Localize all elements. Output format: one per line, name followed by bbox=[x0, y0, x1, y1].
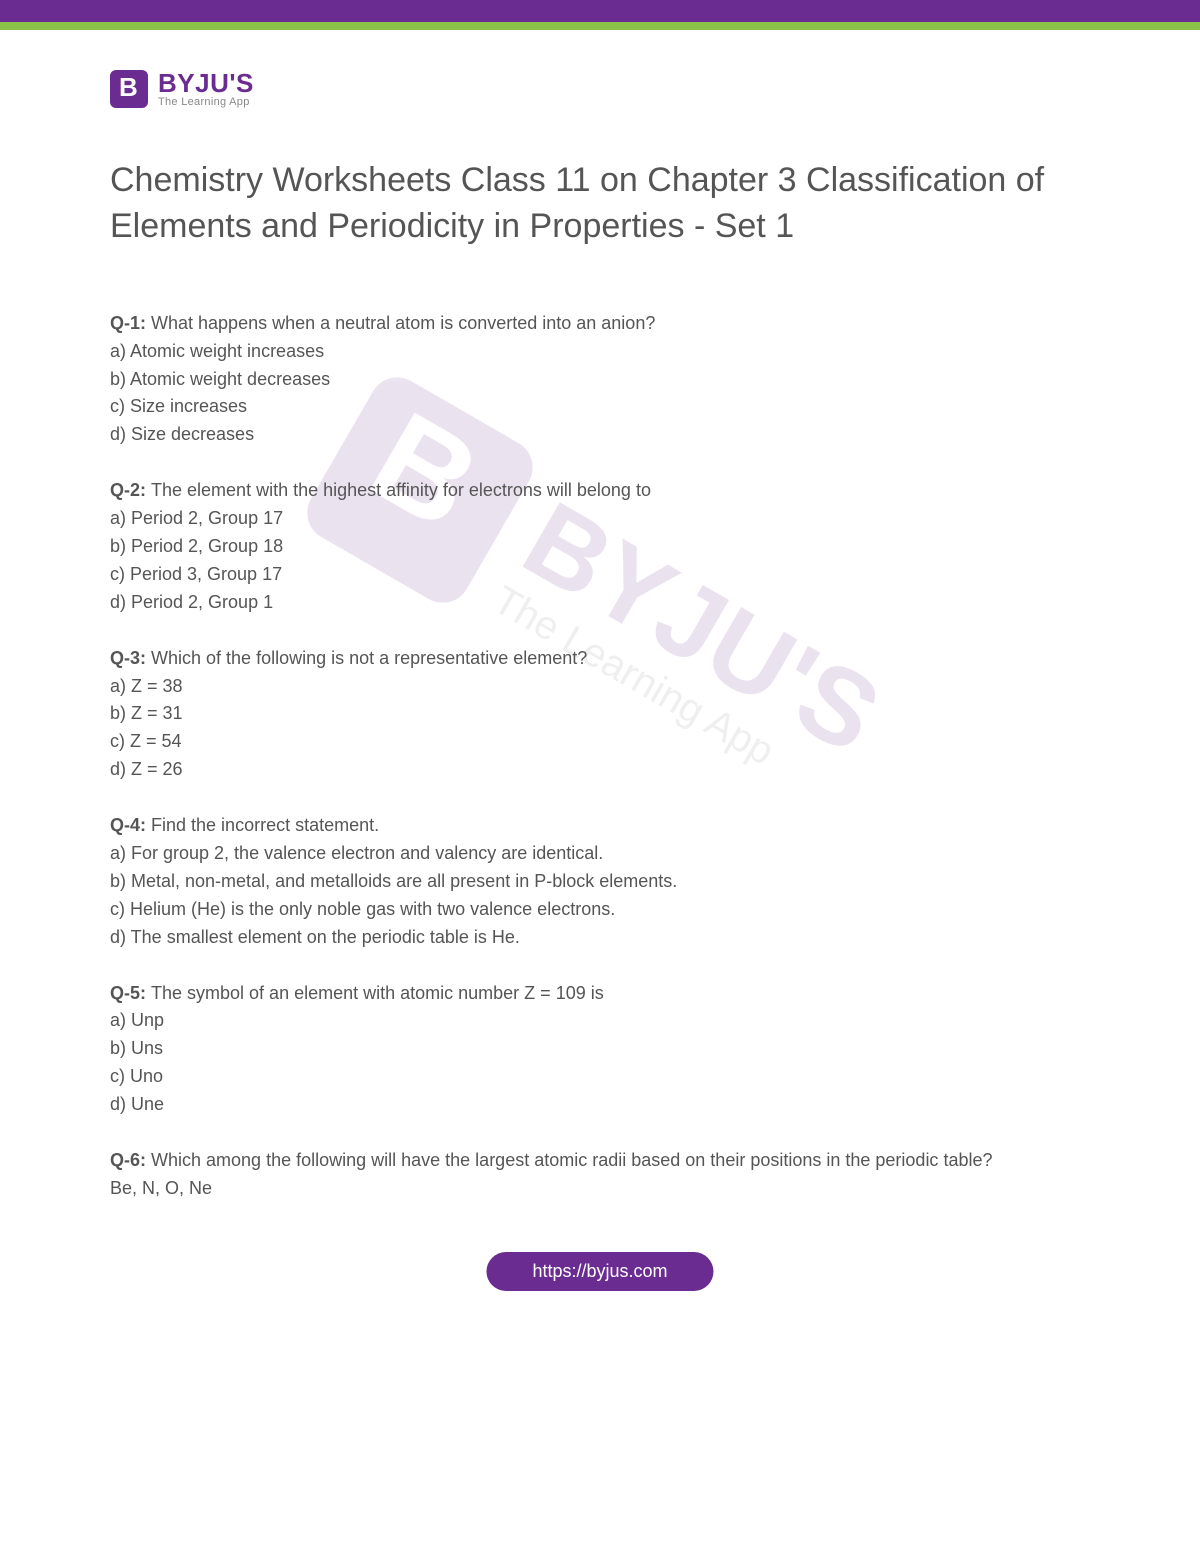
top-bar bbox=[0, 0, 1200, 22]
question-option: a) For group 2, the valence electron and… bbox=[110, 840, 1090, 868]
brand-name: BYJU'S bbox=[158, 70, 254, 96]
question-number: Q-3: bbox=[110, 648, 151, 668]
question-prompt: Q-1: What happens when a neutral atom is… bbox=[110, 310, 1090, 338]
question: Q-2: The element with the highest affini… bbox=[110, 477, 1090, 616]
question-option: b) Atomic weight decreases bbox=[110, 366, 1090, 394]
question-prompt: Q-3: Which of the following is not a rep… bbox=[110, 645, 1090, 673]
question-number: Q-6: bbox=[110, 1150, 151, 1170]
question-option: a) Z = 38 bbox=[110, 673, 1090, 701]
question-option: c) Uno bbox=[110, 1063, 1090, 1091]
question-option: a) Period 2, Group 17 bbox=[110, 505, 1090, 533]
question: Q-4: Find the incorrect statement.a) For… bbox=[110, 812, 1090, 951]
question: Q-3: Which of the following is not a rep… bbox=[110, 645, 1090, 784]
question-option: c) Period 3, Group 17 bbox=[110, 561, 1090, 589]
question-number: Q-5: bbox=[110, 983, 151, 1003]
logo-block: BYJU'S The Learning App bbox=[110, 70, 1090, 108]
question-option: d) Z = 26 bbox=[110, 756, 1090, 784]
question-prompt: Q-2: The element with the highest affini… bbox=[110, 477, 1090, 505]
question-option: b) Z = 31 bbox=[110, 700, 1090, 728]
brand-tagline: The Learning App bbox=[158, 96, 254, 108]
footer-url: https://byjus.com bbox=[486, 1252, 713, 1291]
questions-list: Q-1: What happens when a neutral atom is… bbox=[110, 310, 1090, 1203]
question: Q-1: What happens when a neutral atom is… bbox=[110, 310, 1090, 449]
page-title: Chemistry Worksheets Class 11 on Chapter… bbox=[110, 158, 1090, 250]
question-number: Q-4: bbox=[110, 815, 151, 835]
question-option: a) Atomic weight increases bbox=[110, 338, 1090, 366]
question-option: b) Uns bbox=[110, 1035, 1090, 1063]
question-option: c) Z = 54 bbox=[110, 728, 1090, 756]
question-number: Q-1: bbox=[110, 313, 151, 333]
question-option: c) Size increases bbox=[110, 393, 1090, 421]
question-number: Q-2: bbox=[110, 480, 151, 500]
question: Q-5: The symbol of an element with atomi… bbox=[110, 980, 1090, 1119]
question-option: b) Metal, non-metal, and metalloids are … bbox=[110, 868, 1090, 896]
page-content: BYJU'S The Learning App BYJU'S The Learn… bbox=[0, 30, 1200, 1311]
question: Q-6: Which among the following will have… bbox=[110, 1147, 1090, 1203]
question-prompt: Q-6: Which among the following will have… bbox=[110, 1147, 1090, 1175]
question-prompt: Q-4: Find the incorrect statement. bbox=[110, 812, 1090, 840]
question-option: d) The smallest element on the periodic … bbox=[110, 924, 1090, 952]
question-option: a) Unp bbox=[110, 1007, 1090, 1035]
question-option: d) Size decreases bbox=[110, 421, 1090, 449]
question-option: b) Period 2, Group 18 bbox=[110, 533, 1090, 561]
question-option: Be, N, O, Ne bbox=[110, 1175, 1090, 1203]
question-option: d) Period 2, Group 1 bbox=[110, 589, 1090, 617]
logo-icon bbox=[110, 70, 148, 108]
question-prompt: Q-5: The symbol of an element with atomi… bbox=[110, 980, 1090, 1008]
accent-bar bbox=[0, 22, 1200, 30]
question-option: c) Helium (He) is the only noble gas wit… bbox=[110, 896, 1090, 924]
question-option: d) Une bbox=[110, 1091, 1090, 1119]
